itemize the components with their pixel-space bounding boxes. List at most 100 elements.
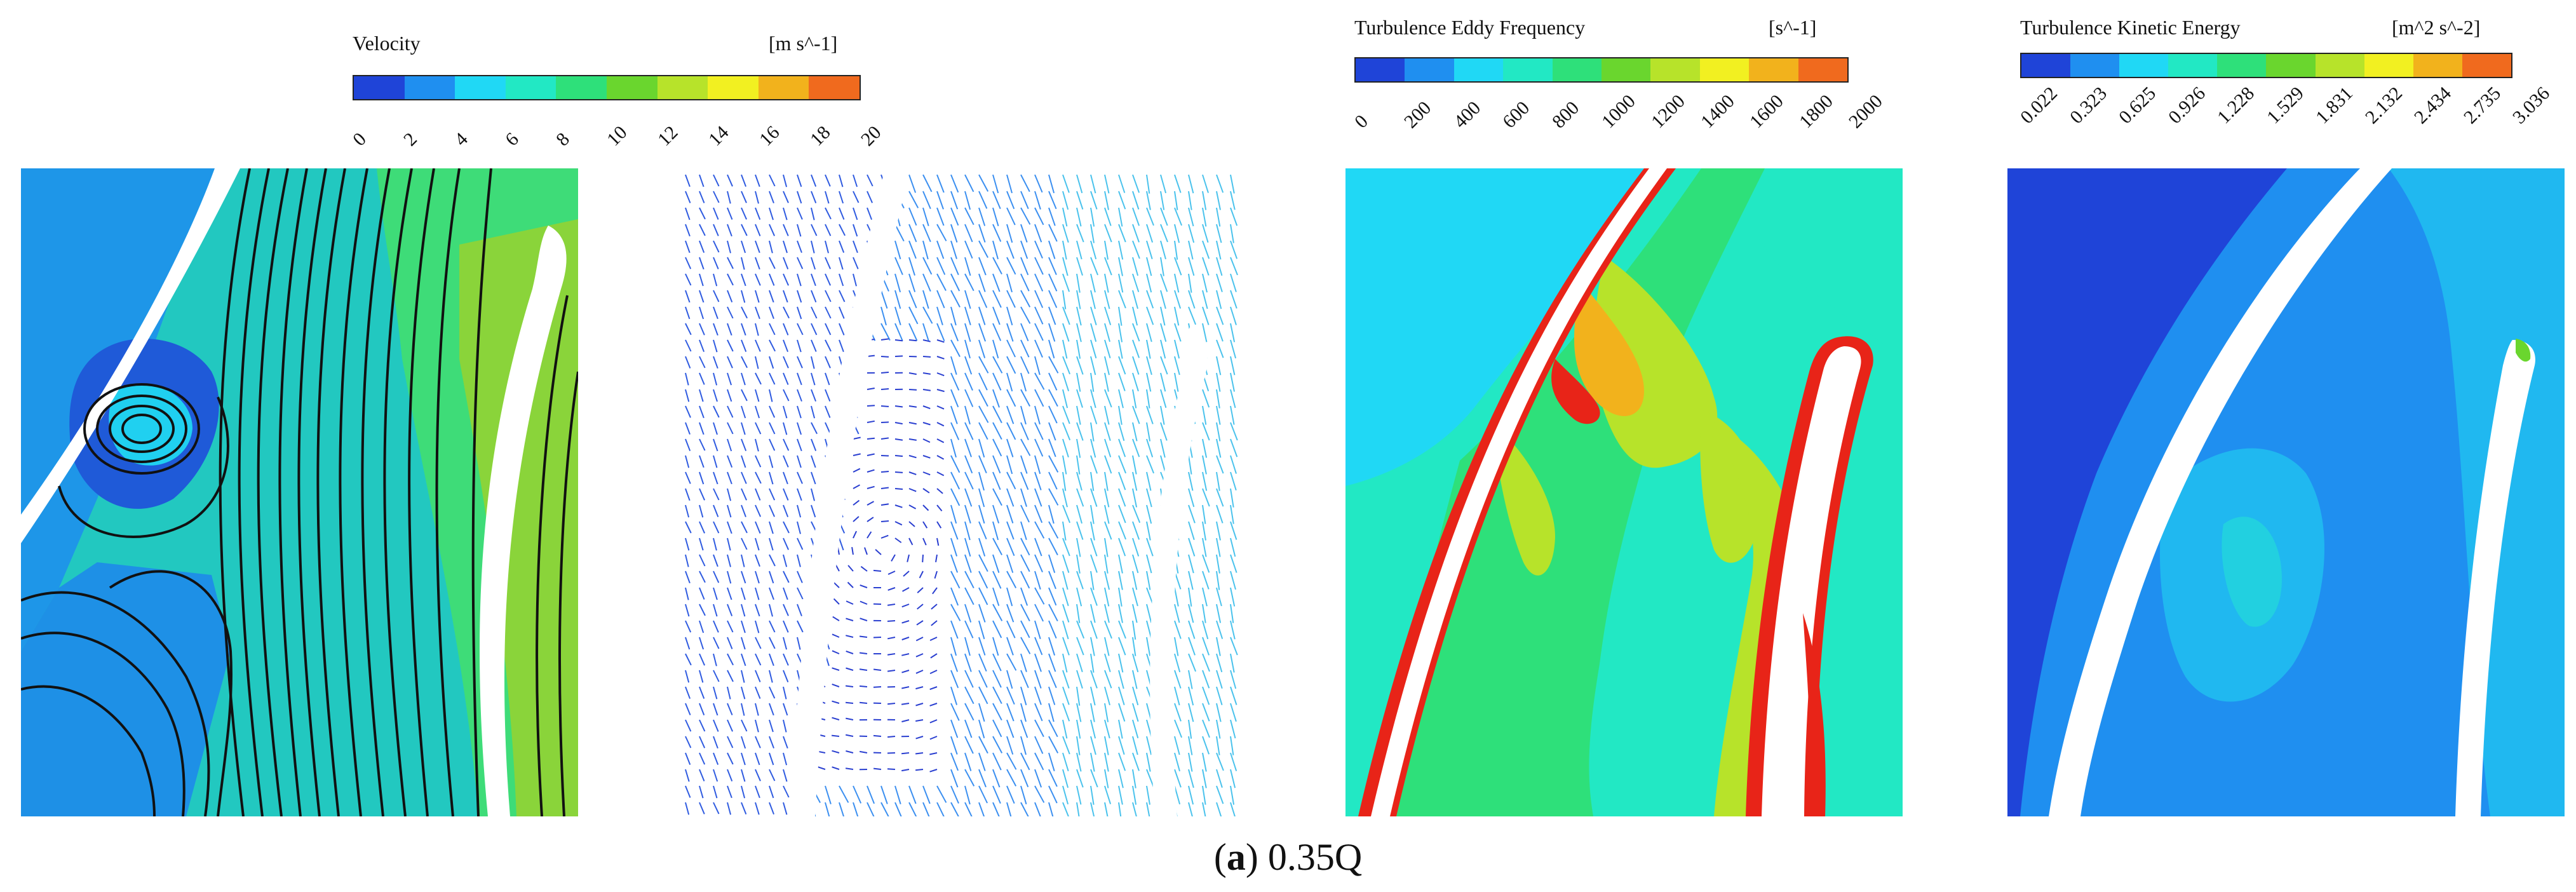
velocity-vector-arrow (964, 488, 973, 507)
velocity-colorbar-segment (556, 76, 607, 99)
velocity-vector-arrow (1146, 769, 1154, 788)
velocity-vector-arrow (713, 719, 719, 732)
velocity-vector-arrow (825, 306, 832, 319)
velocity-vector-arrow (1132, 785, 1137, 805)
velocity-vector-arrow (1048, 686, 1056, 705)
velocity-vector-arrow (699, 174, 705, 187)
velocity-vector-arrow (685, 587, 689, 600)
velocity-vector-arrow (867, 785, 875, 804)
velocity-vector-arrow (1020, 191, 1029, 209)
eddy-tick-label: 1200 (1647, 90, 1689, 133)
velocity-vector-arrow (755, 719, 759, 733)
velocity-vector-arrow (846, 717, 854, 720)
velocity-vector-arrow (853, 224, 858, 237)
velocity-vector-arrow (727, 719, 734, 732)
velocity-vector-arrow (853, 207, 858, 220)
velocity-vector-arrow (908, 257, 915, 276)
velocity-vector-arrow (1020, 422, 1029, 440)
velocity-vector-arrow (964, 323, 971, 342)
velocity-vector-arrow (1132, 620, 1136, 640)
velocity-vector-arrow (1216, 504, 1224, 524)
velocity-vector-arrow (1020, 736, 1027, 755)
velocity-vector-arrow (832, 667, 840, 671)
velocity-vector-arrow (1216, 752, 1224, 771)
velocity-vector-arrow (741, 191, 747, 203)
eddy-colorbar-segment (1552, 58, 1602, 81)
velocity-vector-arrow (755, 207, 761, 220)
velocity-vector-arrow (1132, 306, 1138, 326)
velocity-vector-arrow (992, 587, 1000, 606)
eddy-tick-label: 200 (1399, 97, 1435, 133)
velocity-vector-arrow (1230, 240, 1238, 259)
tke-colorbar-segment (2168, 54, 2218, 77)
velocity-vector-arrow (908, 372, 917, 375)
velocity-vector-arrow (1006, 455, 1013, 475)
velocity-vector-arrow (936, 488, 943, 494)
velocity-vector-arrow (783, 537, 790, 550)
velocity-vector-arrow (1076, 306, 1082, 326)
velocity-vector-arrow (1062, 273, 1070, 292)
velocity-vector-arrow (1034, 372, 1045, 390)
velocity-vector-arrow (783, 587, 788, 600)
velocity-vector-arrow (1230, 736, 1234, 755)
velocity-vector-arrow (964, 653, 972, 672)
velocity-vector-arrow (1132, 537, 1140, 557)
velocity-vector-arrow (1202, 703, 1210, 722)
velocity-vector-arrow (741, 637, 746, 650)
velocity-vector-arrow (1020, 637, 1031, 654)
tke-colorbar-segment (2021, 54, 2071, 77)
velocity-vector-arrow (1048, 273, 1058, 292)
velocity-vector-arrow (1160, 323, 1167, 342)
velocity-vector-arrow (950, 488, 961, 506)
velocity-vector-arrow (699, 653, 706, 666)
velocity-vector-arrow (1132, 389, 1137, 409)
velocity-vector-arrow (1132, 471, 1138, 491)
velocity-vector-arrow (1020, 785, 1027, 805)
velocity-vector-arrow (1034, 174, 1043, 193)
velocity-vector-arrow (685, 703, 691, 715)
velocity-vector-arrow (964, 537, 971, 557)
velocity-vector-arrow (1076, 653, 1083, 672)
velocity-vector-arrow (1174, 207, 1183, 226)
velocity-vector-arrow (1202, 438, 1208, 458)
velocity-vector-arrow (1090, 521, 1095, 541)
velocity-vector-arrow (1216, 571, 1220, 590)
velocity-vector-arrow (929, 670, 938, 675)
velocity-vector-arrow (922, 257, 933, 275)
velocity-vector-arrow (818, 766, 826, 770)
velocity-vector-arrow (1104, 719, 1110, 739)
velocity-vector-arrow (1062, 785, 1069, 805)
velocity-vector-arrow (908, 273, 916, 292)
velocity-vector-arrow (936, 438, 945, 443)
velocity-vector-arrow (839, 174, 844, 187)
velocity-vector-arrow (1034, 422, 1044, 440)
velocity-vector-arrow (699, 670, 704, 683)
velocity-vector-arrow (1230, 769, 1236, 788)
velocity-vector-arrow (1104, 356, 1110, 375)
velocity-vector-arrow (839, 802, 845, 816)
velocity-vector-arrow (741, 785, 746, 799)
velocity-vector-arrow (978, 174, 989, 192)
velocity-vector-arrow (964, 736, 974, 754)
velocity-vector-arrow (894, 802, 902, 816)
velocity-vector-arrow (936, 521, 942, 529)
velocity-vector-arrow (922, 455, 931, 459)
velocity-vector-arrow (1188, 504, 1196, 524)
velocity-vector-arrow (1034, 438, 1044, 457)
velocity-vector-arrow (741, 670, 745, 683)
velocity-vector-arrow (1132, 224, 1140, 243)
velocity-vector-arrow (755, 290, 760, 303)
velocity-vector-arrow (1132, 174, 1140, 193)
velocity-vector-arrow (867, 388, 875, 390)
velocity-vector-arrow (1202, 174, 1209, 193)
velocity-vector-arrow (1132, 323, 1140, 342)
velocity-vector-arrow (1202, 257, 1210, 276)
velocity-vector-arrow (992, 802, 1000, 816)
velocity-vector-arrow (1230, 637, 1238, 656)
velocity-vector-arrow (1160, 438, 1166, 458)
velocity-vector-arrow (699, 389, 704, 402)
velocity-vector-arrow (713, 174, 720, 187)
velocity-vector-arrow (769, 191, 774, 204)
velocity-vector-arrow (964, 174, 974, 193)
velocity-vector-arrow (699, 257, 705, 270)
